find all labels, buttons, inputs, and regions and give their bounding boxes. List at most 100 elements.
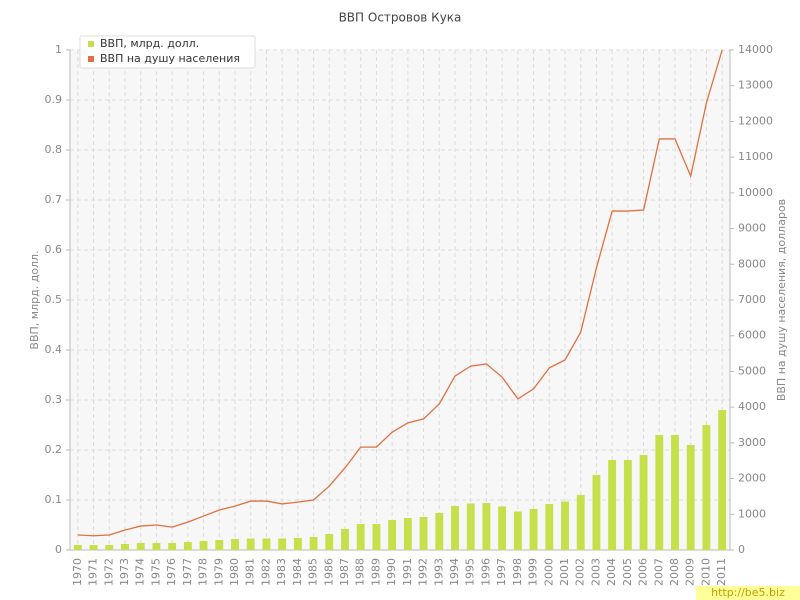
- bar: [293, 538, 302, 550]
- x-tick-label: 1989: [369, 558, 382, 586]
- x-tick-label: 1998: [511, 558, 524, 586]
- x-tick-label: 1970: [71, 558, 84, 586]
- y-tick-label: 0.1: [45, 493, 63, 506]
- bar: [718, 410, 727, 550]
- y-tick-label: 0.4: [45, 343, 63, 356]
- x-tick-label: 2002: [574, 558, 587, 586]
- y2-axis-label: ВВП на душу населения, долларов: [775, 199, 788, 401]
- bar: [388, 520, 397, 550]
- y-tick-label: 0.2: [45, 443, 63, 456]
- x-tick-label: 1982: [259, 558, 272, 586]
- legend-box: [79, 35, 256, 69]
- bar: [482, 503, 491, 550]
- y2-tick-label: 1000: [738, 507, 766, 520]
- x-tick-label: 2007: [652, 558, 665, 586]
- x-tick-label: 1988: [354, 558, 367, 586]
- bar: [152, 543, 161, 550]
- y2-tick-label: 5000: [738, 364, 766, 377]
- y2-tick-label: 13000: [738, 79, 773, 92]
- bar: [639, 455, 648, 550]
- x-tick-label: 1971: [87, 558, 100, 586]
- x-tick-label: 2011: [715, 558, 728, 586]
- x-tick-label: 1995: [464, 558, 477, 586]
- x-tick-label: 2008: [668, 558, 681, 586]
- bar: [183, 542, 192, 550]
- bar: [702, 425, 711, 550]
- x-tick-label: 1977: [181, 558, 194, 586]
- bar: [231, 539, 239, 550]
- bar: [576, 495, 585, 550]
- y2-tick-label: 12000: [738, 114, 773, 127]
- bar: [561, 501, 569, 550]
- y-tick-label: 1: [55, 43, 62, 56]
- bar: [121, 544, 129, 550]
- x-tick-label: 1984: [291, 558, 304, 586]
- legend-label: ВВП, млрд. долл.: [100, 37, 199, 50]
- y-tick-label: 0: [55, 543, 62, 556]
- x-tick-label: 2010: [699, 558, 712, 586]
- bar: [73, 545, 82, 550]
- y2-tick-label: 3000: [738, 436, 766, 449]
- y2-tick-label: 2000: [738, 472, 766, 485]
- bar: [262, 538, 271, 550]
- x-tick-label: 1983: [275, 558, 288, 586]
- x-tick-label: 1976: [165, 558, 178, 586]
- y2-tick-label: 6000: [738, 329, 766, 342]
- x-tick-label: 1996: [479, 558, 492, 586]
- watermark-bg: [696, 586, 800, 600]
- x-tick-label: 1985: [307, 558, 320, 586]
- x-tick-label: 1972: [102, 558, 115, 586]
- watermark: http://be5.biz: [711, 586, 785, 599]
- y-tick-label: 0.6: [45, 243, 63, 256]
- y-tick-label: 0.5: [45, 293, 63, 306]
- x-tick-label: 1993: [432, 558, 445, 586]
- bar: [168, 543, 177, 550]
- bar: [403, 518, 412, 550]
- x-tick-label: 1981: [244, 558, 257, 586]
- y2-tick-label: 10000: [738, 186, 773, 199]
- x-tick-label: 2006: [637, 558, 650, 586]
- x-tick-label: 1974: [134, 558, 147, 586]
- y2-tick-label: 0: [738, 543, 745, 556]
- bar: [466, 503, 475, 550]
- bar: [419, 517, 428, 550]
- bar: [309, 537, 318, 550]
- y2-tick-label: 11000: [738, 150, 773, 163]
- legend-swatch: [88, 56, 94, 62]
- bar: [529, 509, 538, 550]
- x-tick-label: 1992: [417, 558, 430, 586]
- x-tick-label: 1973: [118, 558, 131, 586]
- bar: [623, 460, 632, 550]
- x-tick-label: 1980: [228, 558, 241, 586]
- y-tick-label: 0.3: [45, 393, 63, 406]
- x-tick-label: 2004: [605, 558, 618, 586]
- bar: [592, 475, 601, 550]
- bar: [341, 529, 349, 550]
- legend-swatch: [88, 41, 94, 47]
- x-tick-label: 1975: [149, 558, 162, 586]
- bar: [545, 504, 554, 550]
- x-tick-label: 2000: [542, 558, 555, 586]
- y2-tick-label: 8000: [738, 257, 766, 270]
- x-tick-label: 2001: [558, 558, 571, 586]
- y-axis-label: ВВП, млрд. долл.: [28, 250, 41, 349]
- bar: [215, 540, 224, 550]
- x-tick-label: 1978: [197, 558, 210, 586]
- bar: [278, 538, 287, 550]
- bar: [372, 524, 381, 550]
- x-tick-label: 1994: [448, 558, 461, 586]
- y2-tick-label: 14000: [738, 43, 773, 56]
- bar: [655, 435, 664, 550]
- y-tick-label: 0.9: [45, 93, 63, 106]
- bar: [686, 445, 695, 550]
- y-tick-label: 0.7: [45, 193, 63, 206]
- x-tick-label: 1986: [322, 558, 335, 586]
- x-tick-label: 1997: [495, 558, 508, 586]
- bar: [498, 506, 507, 550]
- bar: [513, 511, 522, 550]
- legend-label: ВВП на душу населения: [100, 52, 240, 65]
- bar: [105, 545, 114, 550]
- line: [77, 49, 723, 537]
- x-tick-label: 1987: [338, 558, 351, 586]
